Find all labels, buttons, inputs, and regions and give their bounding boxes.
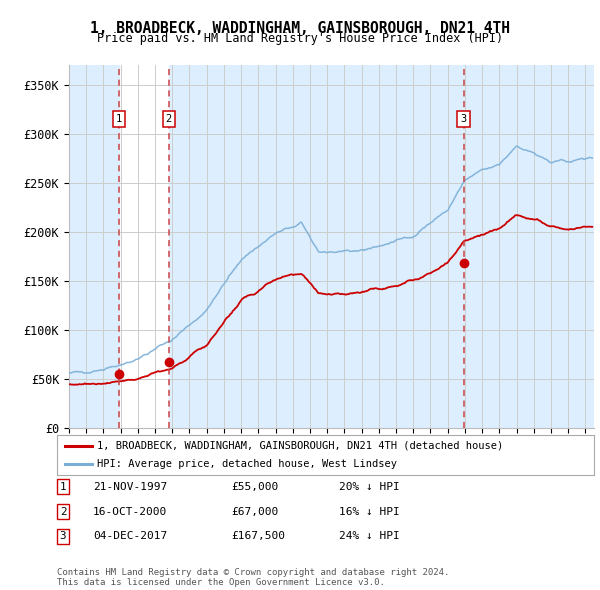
Text: 21-NOV-1997: 21-NOV-1997	[93, 482, 167, 491]
Text: 24% ↓ HPI: 24% ↓ HPI	[339, 532, 400, 541]
Text: £167,500: £167,500	[231, 532, 285, 541]
Text: 2: 2	[60, 507, 66, 516]
Text: 20% ↓ HPI: 20% ↓ HPI	[339, 482, 400, 491]
Text: 3: 3	[460, 114, 467, 124]
Text: Price paid vs. HM Land Registry's House Price Index (HPI): Price paid vs. HM Land Registry's House …	[97, 32, 503, 45]
Bar	[69, 65, 119, 428]
Text: HPI: Average price, detached house, West Lindsey: HPI: Average price, detached house, West…	[97, 459, 397, 469]
Text: 16% ↓ HPI: 16% ↓ HPI	[339, 507, 400, 516]
Text: £67,000: £67,000	[231, 507, 278, 516]
Text: 1: 1	[60, 482, 66, 491]
Text: 1, BROADBECK, WADDINGHAM, GAINSBOROUGH, DN21 4TH (detached house): 1, BROADBECK, WADDINGHAM, GAINSBOROUGH, …	[97, 441, 503, 451]
Text: 16-OCT-2000: 16-OCT-2000	[93, 507, 167, 516]
Text: 1: 1	[116, 114, 122, 124]
Text: Contains HM Land Registry data © Crown copyright and database right 2024.
This d: Contains HM Land Registry data © Crown c…	[57, 568, 449, 587]
Text: 3: 3	[60, 532, 66, 541]
Text: 1, BROADBECK, WADDINGHAM, GAINSBOROUGH, DN21 4TH: 1, BROADBECK, WADDINGHAM, GAINSBOROUGH, …	[90, 21, 510, 35]
Text: 04-DEC-2017: 04-DEC-2017	[93, 532, 167, 541]
Text: £55,000: £55,000	[231, 482, 278, 491]
Bar	[464, 65, 594, 428]
Text: 2: 2	[166, 114, 172, 124]
Bar	[169, 65, 464, 428]
